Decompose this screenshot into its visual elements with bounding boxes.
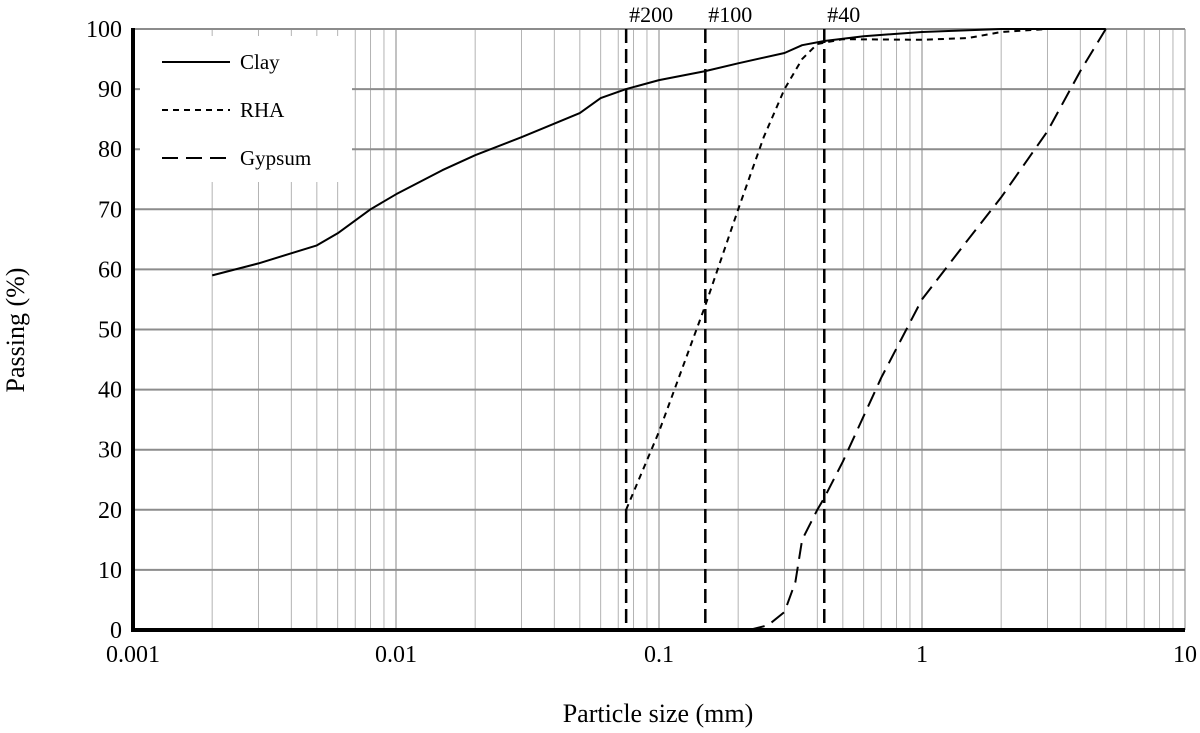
legend-label: Clay: [240, 50, 280, 74]
x-axis-title: Particle size (mm): [563, 699, 754, 728]
y-tick-label: 60: [98, 257, 122, 283]
x-tick-label: 0.01: [375, 642, 417, 668]
axes: [131, 28, 1185, 632]
y-tick-label: 80: [98, 137, 122, 163]
y-axis-title: Passing (%): [1, 268, 30, 393]
y-tick-label: 0: [110, 618, 122, 644]
legend-label: Gypsum: [240, 146, 311, 170]
y-tick-label: 90: [98, 77, 122, 103]
y-tick-label: 10: [98, 558, 122, 584]
x-tick-label: 0.001: [106, 642, 160, 668]
sieve-label: #100: [708, 2, 752, 27]
x-tick-label: 10: [1173, 642, 1197, 668]
sieve-label: #200: [629, 2, 673, 27]
legend-label: RHA: [240, 98, 285, 122]
legend: Clay RHA Gypsum: [140, 36, 352, 182]
series-line-gypsum: [748, 28, 1107, 631]
y-tick-label: 70: [98, 197, 122, 223]
y-tick-label: 100: [86, 17, 122, 43]
sieve-lines: #200 #100 #40: [624, 2, 860, 630]
y-tick-label: 50: [98, 318, 122, 344]
y-tick-label: 20: [98, 498, 122, 524]
x-tick-label: 1: [916, 642, 928, 668]
series-lines: [211, 28, 1107, 631]
y-tick-label: 40: [98, 378, 122, 404]
y-tick-label: 30: [98, 438, 122, 464]
series-line-rha: [625, 28, 1048, 511]
sieve-label: #40: [827, 2, 860, 27]
x-tick-label: 0.1: [644, 642, 674, 668]
